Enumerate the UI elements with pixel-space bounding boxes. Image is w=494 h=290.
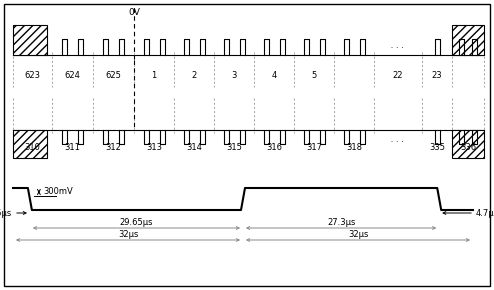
Text: 625: 625 (106, 70, 122, 79)
Text: 1: 1 (151, 70, 157, 79)
Text: 22: 22 (393, 70, 403, 79)
Text: 2.35µs: 2.35µs (0, 209, 12, 218)
Text: 316: 316 (266, 144, 282, 153)
Bar (13, 25, 47, 55)
Text: 313: 313 (146, 144, 162, 153)
Text: 336: 336 (460, 144, 476, 153)
Text: 5: 5 (311, 70, 317, 79)
Text: 335: 335 (429, 144, 445, 153)
Text: 4.7µs: 4.7µs (476, 209, 494, 218)
Text: 624: 624 (65, 70, 81, 79)
Text: 314: 314 (186, 144, 202, 153)
Text: . . .: . . . (391, 41, 405, 50)
Text: 623: 623 (25, 70, 41, 79)
Bar (452, 25, 484, 55)
Text: 29.65µs: 29.65µs (120, 218, 153, 227)
Text: 311: 311 (65, 144, 81, 153)
Text: 4: 4 (271, 70, 277, 79)
Text: 3: 3 (231, 70, 237, 79)
Text: 310: 310 (25, 144, 41, 153)
Text: . . .: . . . (391, 135, 405, 144)
Text: 32µs: 32µs (118, 230, 138, 239)
Text: 315: 315 (226, 144, 242, 153)
Text: 27.3µs: 27.3µs (327, 218, 355, 227)
Text: 317: 317 (306, 144, 322, 153)
Text: 318: 318 (346, 144, 362, 153)
Bar (13, 130, 47, 158)
Text: 32µs: 32µs (348, 230, 368, 239)
Text: 300mV: 300mV (43, 188, 73, 197)
Bar (452, 130, 484, 158)
Text: 23: 23 (432, 70, 442, 79)
Text: 312: 312 (106, 144, 122, 153)
Text: 2: 2 (191, 70, 197, 79)
Text: 0V: 0V (128, 8, 140, 17)
